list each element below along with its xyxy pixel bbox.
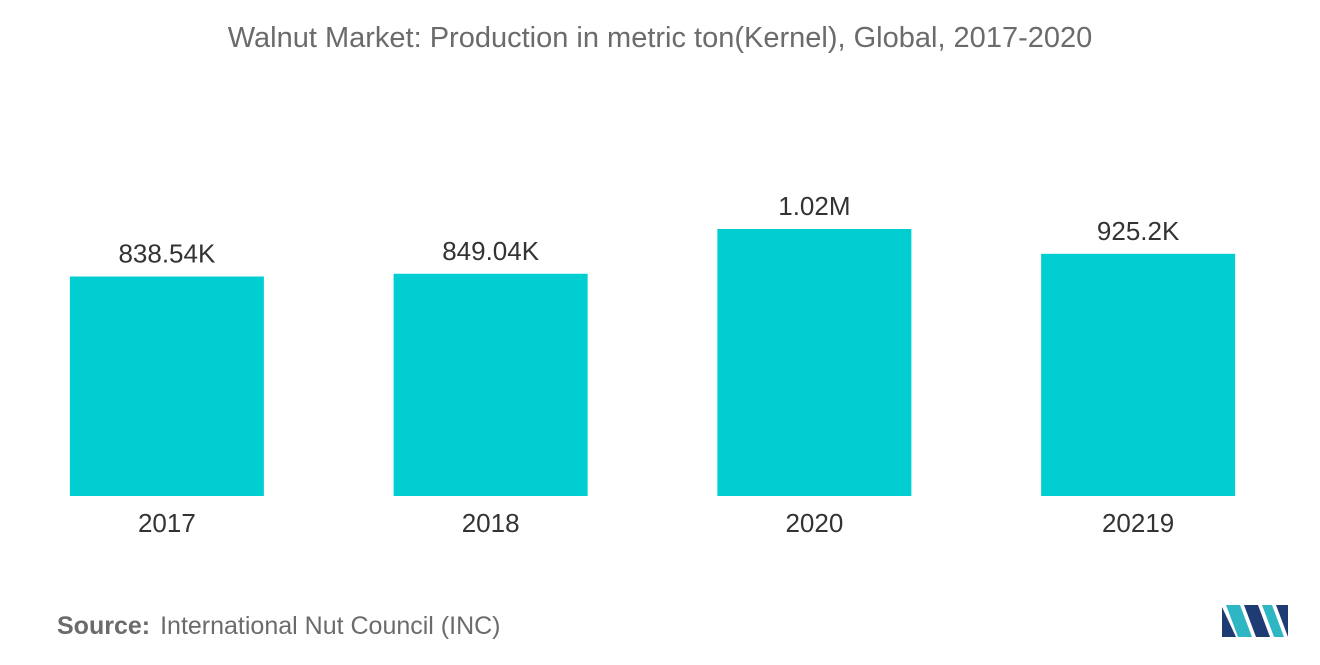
bar-chart: 838.54K 2017 849.04K 2018 1.02M 2020 925.2K 202… [69, 191, 1236, 538]
x-tick-label-2018: 2018 [462, 508, 520, 538]
source-value: International Nut Council (INC) [160, 612, 501, 640]
bar-2018 [393, 273, 588, 496]
bar-2020 [717, 229, 912, 496]
data-label-2017: 838.54K [118, 238, 216, 268]
chart-title: Walnut Market: Production in metric ton(… [227, 22, 1093, 54]
x-tick-label-20219: 20219 [1102, 508, 1174, 538]
data-label-2020: 1.02M [778, 191, 850, 221]
mordor-intelligence-logo-icon [1222, 605, 1288, 637]
data-label-20219: 925.2K [1097, 216, 1180, 246]
data-label-2018: 849.04K [442, 236, 540, 266]
x-tick-label-2020: 2020 [785, 508, 843, 538]
bar-20219 [1041, 253, 1236, 496]
source-note: Source: International Nut Council (INC) [57, 612, 501, 641]
bar-2017 [69, 276, 264, 496]
source-label: Source: [57, 612, 151, 640]
x-tick-label-2017: 2017 [138, 508, 196, 538]
